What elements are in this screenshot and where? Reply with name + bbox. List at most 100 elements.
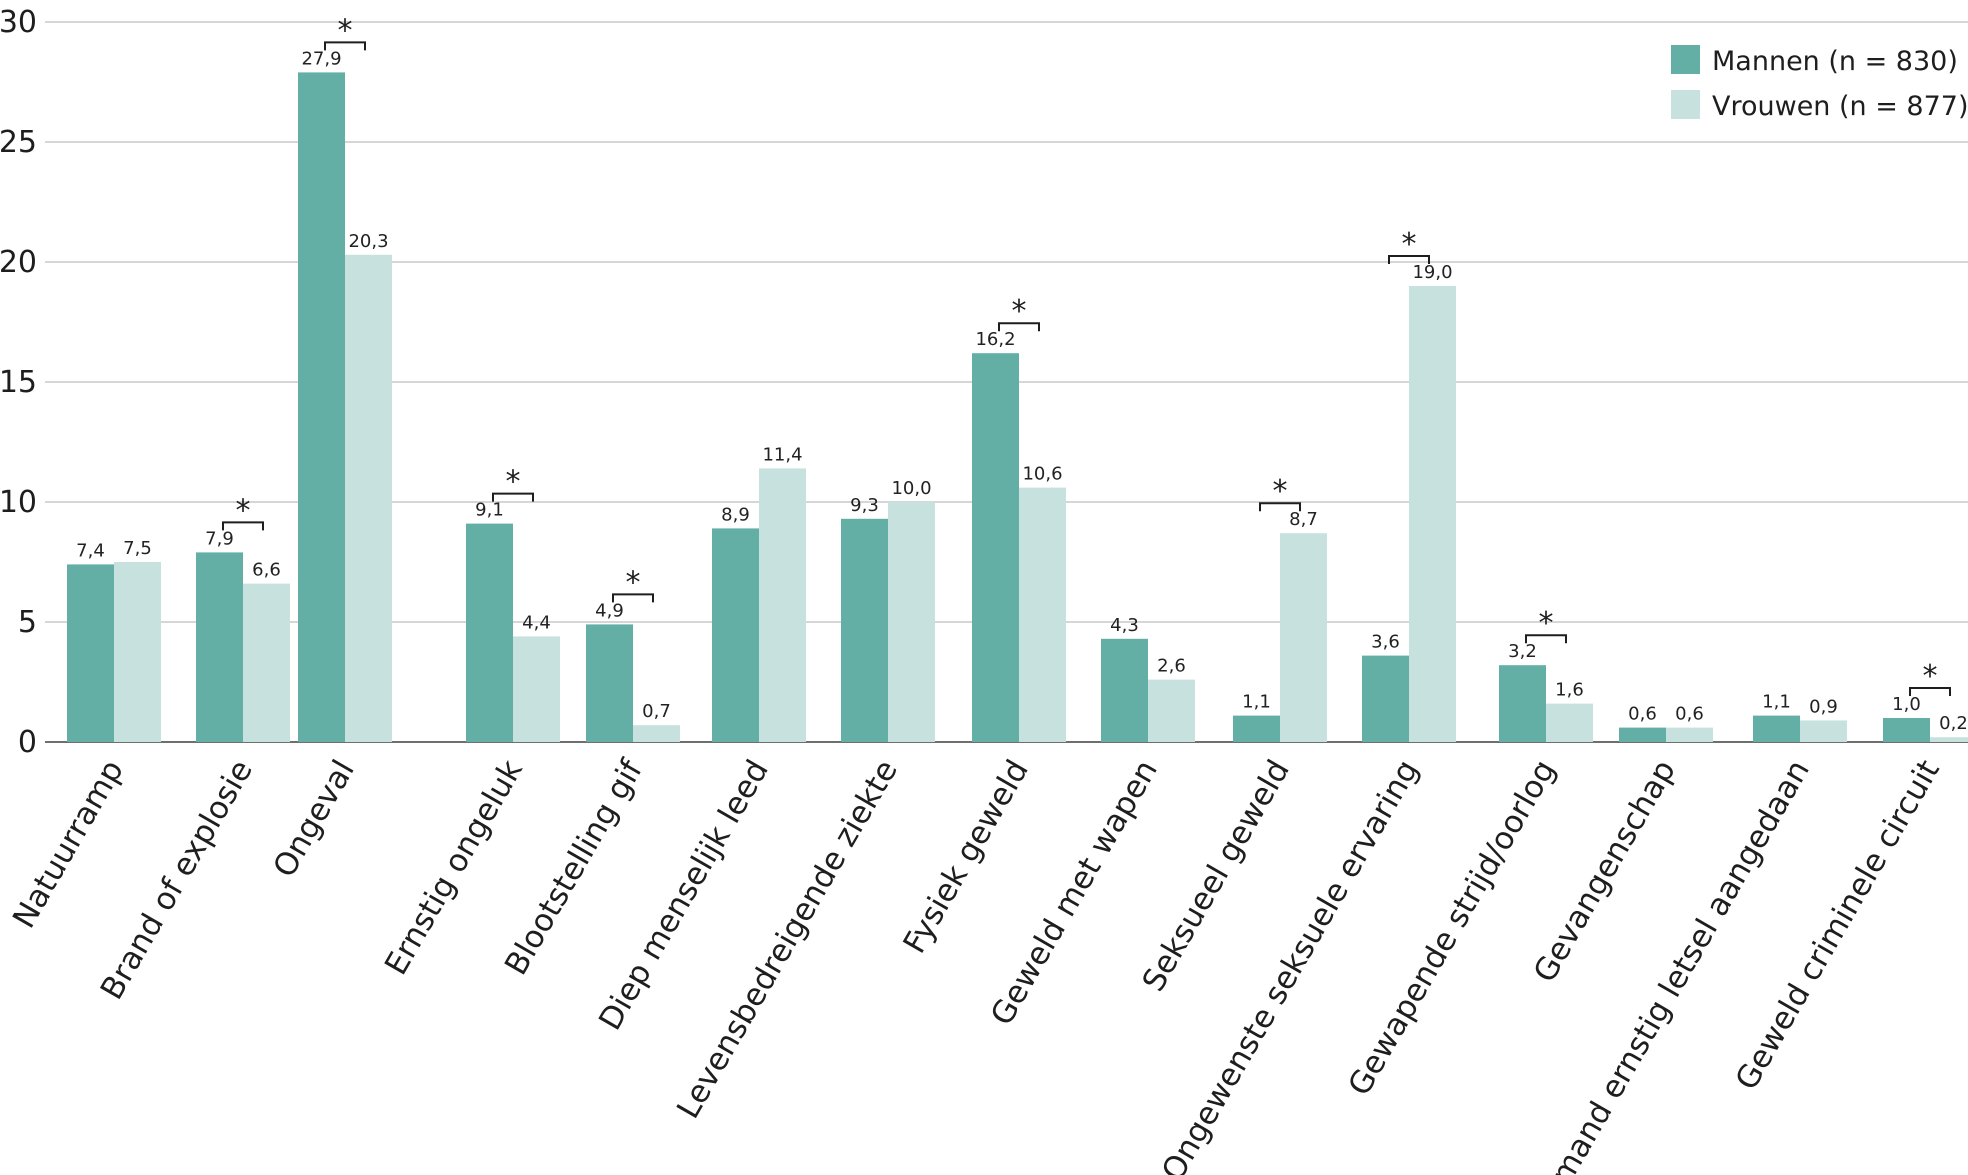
bar-mannen (712, 528, 759, 742)
bar-vrouwen (1800, 720, 1847, 742)
data-label: 1,1 (1242, 692, 1271, 713)
data-label: 9,1 (475, 500, 504, 521)
category-label: Seksueel geweld (1135, 754, 1296, 998)
category-label: Fysiek geweld (897, 754, 1036, 959)
bar-vrouwen (888, 502, 935, 742)
legend-swatch-mannen (1671, 45, 1700, 74)
significance-star: * (338, 13, 353, 48)
significance-star: * (1273, 474, 1288, 509)
data-label: 16,2 (975, 329, 1015, 350)
category-label: Ongeval (266, 754, 362, 884)
significance-star: * (1923, 659, 1938, 694)
bar-vrouwen (1666, 727, 1713, 742)
data-label: 0,7 (642, 701, 671, 722)
bar-mannen (466, 523, 513, 742)
bar-mannen (1619, 727, 1666, 742)
data-label: 1,6 (1555, 680, 1584, 701)
data-label: 11,4 (762, 444, 802, 465)
legend-label: Vrouwen (n = 877) (1712, 91, 1968, 122)
bar-vrouwen (1930, 737, 1968, 742)
data-label: 0,6 (1628, 704, 1657, 725)
data-label: 4,3 (1110, 615, 1139, 636)
data-label: 7,4 (76, 540, 105, 561)
bar-vrouwen (114, 562, 161, 742)
data-label: 4,9 (595, 600, 624, 621)
y-tick-label: 20 (0, 245, 37, 280)
data-label: 6,6 (252, 560, 281, 581)
bar-mannen (196, 552, 243, 742)
bar-mannen (841, 518, 888, 742)
bar-mannen (1101, 638, 1148, 742)
significance-markers: * * * * * * * * * (222, 13, 1951, 696)
data-label: 8,7 (1289, 509, 1318, 530)
bar-vrouwen (1546, 703, 1593, 742)
bar-vrouwen (633, 725, 680, 742)
data-label: 0,6 (1675, 704, 1704, 725)
bar-mannen (1362, 655, 1409, 742)
bar-mannen (972, 353, 1019, 742)
data-label: 1,1 (1762, 692, 1791, 713)
bar-mannen (586, 624, 633, 742)
y-tick-label: 0 (18, 725, 37, 760)
data-label: 20,3 (348, 231, 388, 252)
data-label: 0,2 (1939, 713, 1968, 734)
significance-star: * (1012, 294, 1027, 329)
legend-label: Mannen (n = 830) (1712, 46, 1958, 77)
category-label: Natuurramp (6, 754, 131, 934)
data-label: 1,0 (1892, 694, 1921, 715)
bar-vrouwen (1148, 679, 1195, 742)
data-label: 3,6 (1371, 632, 1400, 653)
significance-bracket (324, 41, 366, 51)
category-label: Levensbedreigende ziekte (670, 754, 905, 1125)
bar-vrouwen (1409, 286, 1456, 742)
y-axis: 0 5 10 15 20 25 30 (0, 5, 37, 760)
y-tick-label: 5 (18, 605, 37, 640)
significance-bracket (1525, 634, 1567, 644)
data-label: 7,5 (123, 538, 152, 559)
legend: Mannen (n = 830) Vrouwen (n = 877) (1671, 45, 1968, 122)
data-label: 10,6 (1022, 464, 1062, 485)
bar-mannen (1753, 715, 1800, 742)
bar-vrouwen (1019, 487, 1066, 742)
data-label: 27,9 (301, 48, 341, 69)
significance-bracket (1388, 255, 1430, 264)
data-label: 7,9 (205, 528, 234, 549)
data-label: 10,0 (891, 478, 931, 499)
data-label: 2,6 (1157, 656, 1186, 677)
y-tick-label: 30 (0, 5, 37, 40)
bar-mannen (1233, 715, 1280, 742)
bar-mannen (1499, 665, 1546, 742)
significance-bracket (1259, 502, 1301, 512)
data-label: 0,9 (1809, 696, 1838, 717)
bar-mannen (1883, 718, 1930, 742)
bar-vrouwen (759, 468, 806, 742)
bars: 7,4 7,9 27,9 9,1 4,9 8,9 9,3 16,2 4,3 1,1 3,6 3,2 0,… (67, 48, 1968, 743)
legend-swatch-vrouwen (1671, 90, 1700, 119)
significance-star: * (626, 565, 641, 600)
significance-star: * (506, 465, 521, 500)
y-tick-label: 10 (0, 485, 37, 520)
bar-vrouwen (345, 254, 392, 743)
significance-star: * (236, 493, 251, 528)
data-label: 4,4 (522, 612, 551, 633)
bar-vrouwen (1280, 533, 1327, 742)
category-label: Iemand ernstig letsel aangedaan (1530, 754, 1817, 1175)
significance-star: * (1539, 606, 1554, 641)
data-label: 3,2 (1508, 641, 1537, 662)
significance-bracket (998, 322, 1040, 332)
bar-vrouwen (513, 636, 560, 742)
data-label: 19,0 (1412, 262, 1452, 283)
significance-bracket (222, 521, 264, 531)
y-tick-label: 15 (0, 365, 37, 400)
significance-bracket (1909, 687, 1951, 696)
significance-star: * (1402, 227, 1417, 262)
bar-vrouwen (243, 583, 290, 742)
significance-bracket (492, 492, 534, 502)
data-label: 8,9 (721, 504, 750, 525)
bar-mannen (298, 72, 345, 742)
data-label: 9,3 (850, 495, 879, 516)
significance-bracket (612, 593, 654, 603)
y-tick-label: 25 (0, 125, 37, 160)
